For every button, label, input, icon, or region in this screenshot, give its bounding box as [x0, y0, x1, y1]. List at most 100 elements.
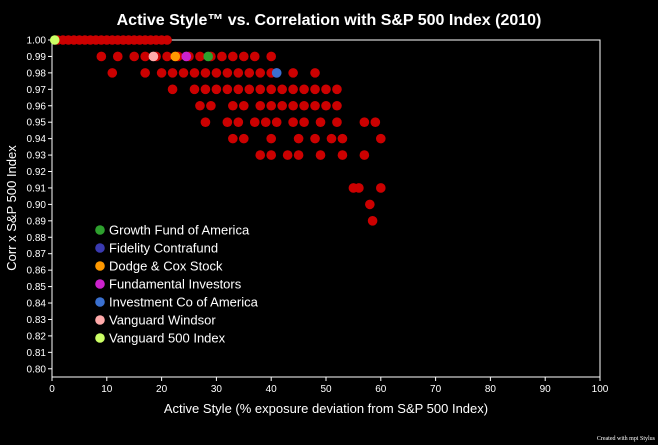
- y-tick-label: 0.86: [27, 266, 47, 277]
- y-tick-label: 0.89: [27, 216, 47, 227]
- fund-point: [222, 117, 233, 127]
- fund-point: [255, 100, 266, 111]
- y-tick-label: 0.84: [27, 299, 47, 310]
- legend-marker: [95, 297, 105, 307]
- legend-label: Fidelity Contrafund: [109, 241, 218, 256]
- x-tick-label: 0: [49, 384, 55, 395]
- y-tick-label: 0.83: [27, 315, 47, 326]
- fund-point: [162, 35, 172, 45]
- x-tick-label: 30: [211, 384, 223, 395]
- x-tick-label: 10: [101, 384, 113, 395]
- fund-point: [195, 100, 205, 111]
- highlight-fund-point: [181, 51, 192, 62]
- fund-point: [189, 68, 200, 78]
- fund-point: [217, 51, 227, 62]
- legend-marker: [95, 261, 105, 271]
- y-tick-label: 0.98: [27, 68, 47, 79]
- fund-point: [277, 84, 287, 95]
- fund-point: [206, 100, 216, 111]
- highlight-fund-point: [49, 35, 60, 45]
- y-tick-label: 0.96: [27, 101, 47, 112]
- fund-point: [112, 51, 123, 62]
- x-axis-ticks: 0 10 20 30 40 50 60 70 80 90 100: [49, 377, 609, 395]
- legend-label: Vanguard Windsor: [109, 313, 216, 328]
- fund-point: [359, 150, 370, 160]
- fund-point: [337, 150, 348, 160]
- fund-point: [321, 100, 331, 111]
- fund-point: [260, 117, 271, 127]
- highlight-fund-point: [271, 68, 282, 78]
- fund-point: [140, 68, 150, 78]
- x-tick-label: 80: [485, 384, 497, 395]
- fund-point: [233, 68, 244, 78]
- y-tick-label: 0.81: [27, 348, 47, 359]
- highlight-fund-point: [170, 51, 181, 62]
- fund-point: [233, 117, 244, 127]
- y-tick-label: 0.87: [27, 249, 47, 260]
- fund-point: [359, 117, 370, 127]
- legend-marker: [95, 315, 105, 325]
- fund-point: [244, 84, 255, 95]
- x-tick-label: 70: [430, 384, 442, 395]
- fund-point: [156, 68, 167, 78]
- legend-label: Fundamental Investors: [109, 277, 242, 292]
- fund-point: [255, 84, 266, 95]
- fund-point: [266, 84, 277, 95]
- fund-point: [299, 100, 309, 111]
- fund-point: [211, 68, 222, 78]
- legend-marker: [95, 225, 105, 235]
- highlight-fund-point: [148, 51, 159, 62]
- fund-point: [376, 183, 386, 193]
- legend-marker: [95, 243, 105, 253]
- scatter-points: [49, 35, 386, 226]
- fund-point: [255, 68, 266, 78]
- fund-point: [239, 51, 249, 62]
- fund-point: [222, 68, 233, 78]
- fund-point: [249, 51, 260, 62]
- fund-point: [189, 84, 200, 95]
- fund-point: [266, 51, 277, 62]
- fund-point: [376, 133, 386, 144]
- fund-point: [200, 117, 211, 127]
- fund-point: [222, 84, 233, 95]
- fund-point: [266, 150, 277, 160]
- fund-point: [249, 117, 260, 127]
- x-tick-label: 90: [540, 384, 552, 395]
- y-tick-label: 0.95: [27, 118, 47, 129]
- fund-point: [239, 133, 249, 144]
- legend-label: Growth Fund of America: [109, 223, 250, 238]
- y-tick-label: 0.88: [27, 233, 47, 244]
- fund-point: [310, 68, 320, 78]
- x-tick-label: 40: [266, 384, 278, 395]
- y-tick-label: 0.94: [27, 134, 47, 145]
- fund-point: [299, 84, 309, 95]
- fund-point: [315, 150, 326, 160]
- fund-point: [310, 133, 320, 144]
- fund-point: [239, 100, 249, 111]
- credit-text: Created with mpi Stylus: [597, 436, 656, 442]
- fund-point: [266, 133, 277, 144]
- fund-point: [310, 84, 320, 95]
- fund-point: [167, 84, 178, 95]
- fund-point: [288, 68, 298, 78]
- fund-point: [162, 51, 172, 62]
- fund-point: [140, 51, 150, 62]
- y-axis-title: Corr x S&P 500 Index: [4, 145, 19, 271]
- fund-point: [167, 68, 178, 78]
- fund-point: [282, 150, 293, 160]
- y-tick-label: 0.80: [27, 364, 47, 375]
- fund-point: [288, 100, 298, 111]
- fund-point: [326, 133, 337, 144]
- fund-point: [200, 68, 211, 78]
- highlight-fund-point: [203, 51, 213, 62]
- fund-point: [365, 199, 375, 210]
- y-tick-label: 0.92: [27, 167, 47, 178]
- x-tick-label: 50: [320, 384, 332, 395]
- fund-point: [228, 133, 238, 144]
- fund-point: [332, 100, 342, 111]
- fund-point: [277, 100, 287, 111]
- fund-point: [293, 133, 304, 144]
- legend-label: Vanguard 500 Index: [109, 331, 226, 346]
